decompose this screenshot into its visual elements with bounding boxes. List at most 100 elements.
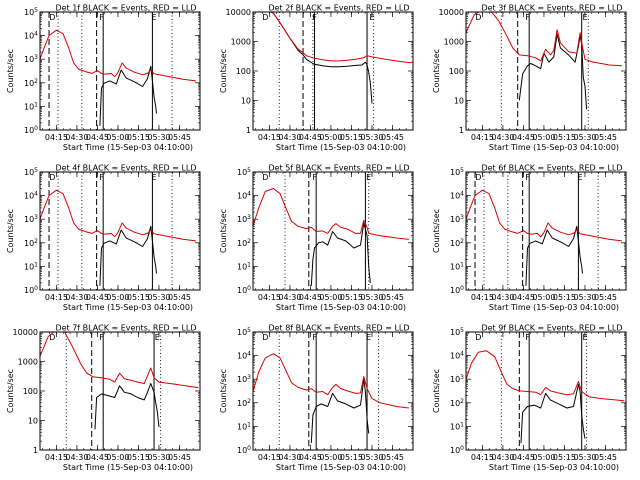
- y-tick-label: 101: [24, 261, 38, 271]
- x-tick-label: 04:30: [65, 293, 88, 302]
- y-tick-label: 100: [23, 387, 38, 396]
- y-tick-label: 102: [24, 78, 38, 88]
- y-axis-label: Counts/sec: [432, 369, 441, 413]
- marker-label: D: [49, 173, 55, 182]
- marker-label: F: [312, 173, 317, 182]
- x-tick-label: 04:15: [45, 133, 68, 142]
- panel-9: Det 9f BLACK = Events, RED = LLD Counts/s…: [432, 324, 627, 472]
- x-tick-label: 05:00: [319, 133, 342, 142]
- y-tick-label: 102: [450, 398, 464, 408]
- x-tick-label: 05:00: [319, 453, 342, 462]
- x-tick-label: 05:15: [340, 293, 363, 302]
- x-tick-label: 04:15: [258, 293, 281, 302]
- y-tick-label: 1: [246, 126, 251, 135]
- y-tick-label: 105: [450, 327, 464, 337]
- y-tick-label: 1000: [444, 38, 464, 47]
- panel-8: Det 8f BLACK = Events, RED = LLD Counts/s…: [219, 324, 414, 472]
- marker-lines: [48, 12, 173, 130]
- lld-series-line: [466, 12, 622, 67]
- events-series-line: [520, 383, 586, 443]
- x-tick-label: 05:30: [573, 293, 596, 302]
- x-tick-label: 05:45: [594, 293, 617, 302]
- x-tick-label: 04:30: [65, 133, 88, 142]
- x-tick-label: 04:15: [471, 293, 494, 302]
- marker-label: E: [152, 173, 157, 182]
- lld-series-line: [253, 353, 409, 409]
- y-tick-label: 10000: [439, 8, 464, 17]
- y-axis-label: Counts/sec: [219, 369, 228, 413]
- x-axis-label: Start Time (15-Sep-03 04:10:00): [63, 303, 193, 312]
- x-tick-label: 05:45: [168, 133, 191, 142]
- marker-lines: [500, 12, 589, 130]
- x-tick-label: 05:30: [360, 293, 383, 302]
- y-tick-label: 102: [237, 238, 251, 248]
- marker-label: F: [525, 13, 530, 22]
- y-tick-label: 103: [24, 54, 38, 64]
- y-tick-label: 104: [237, 191, 251, 201]
- plot-frame: [39, 171, 201, 291]
- y-tick-label: 101: [450, 421, 464, 431]
- marker-label: F: [99, 173, 104, 182]
- marker-lines: [474, 172, 599, 290]
- marker-lines: [278, 332, 379, 450]
- panel-title: Det 2f BLACK = Events, RED = LLD: [268, 4, 409, 13]
- y-tick-label: 102: [237, 398, 251, 408]
- lld-series-line: [253, 188, 409, 240]
- x-tick-label: 04:15: [471, 453, 494, 462]
- marker-lines: [48, 172, 173, 290]
- x-tick-label: 04:45: [86, 453, 109, 462]
- y-axis-label: Counts/sec: [432, 209, 441, 253]
- series-lines: [40, 189, 196, 286]
- y-tick-label: 10: [454, 97, 464, 106]
- marker-label: E: [582, 13, 587, 22]
- y-axis-label: Counts/sec: [219, 49, 228, 93]
- x-tick-label: 04:15: [45, 453, 68, 462]
- x-tick-label: 05:15: [340, 453, 363, 462]
- y-tick-label: 103: [450, 374, 464, 384]
- y-tick-label: 100: [450, 285, 464, 295]
- marker-label: D: [262, 333, 268, 342]
- x-tick-label: 05:45: [168, 293, 191, 302]
- y-tick-label: 105: [24, 7, 38, 17]
- x-tick-label: 04:45: [299, 293, 322, 302]
- panel-title: Det 9f BLACK = Events, RED = LLD: [481, 324, 622, 333]
- events-series-line: [310, 222, 371, 286]
- plot-frame: [252, 331, 414, 451]
- y-tick-label: 1: [33, 446, 38, 455]
- marker-label: F: [312, 333, 317, 342]
- x-tick-label: 05:00: [532, 453, 555, 462]
- x-tick-label: 05:00: [532, 293, 555, 302]
- y-tick-label: 101: [450, 261, 464, 271]
- x-tick-label: 04:45: [86, 133, 109, 142]
- y-tick-label: 101: [237, 421, 251, 431]
- x-tick-label: 05:30: [360, 453, 383, 462]
- y-tick-label: 100: [236, 67, 251, 76]
- y-tick-label: 105: [237, 167, 251, 177]
- x-tick-label: 04:45: [86, 293, 109, 302]
- panel-title: Det 6f BLACK = Events, RED = LLD: [481, 164, 622, 173]
- y-tick-label: 1000: [231, 38, 251, 47]
- x-tick-label: 04:30: [491, 293, 514, 302]
- y-tick-label: 1: [459, 126, 464, 135]
- y-tick-label: 10: [241, 97, 251, 106]
- y-tick-label: 104: [24, 31, 38, 41]
- x-tick-label: 05:00: [106, 133, 129, 142]
- y-tick-label: 104: [237, 351, 251, 361]
- x-axis-label: Start Time (15-Sep-03 04:10:00): [276, 463, 406, 472]
- x-tick-label: 04:15: [471, 133, 494, 142]
- x-axis-label: Start Time (15-Sep-03 04:10:00): [276, 143, 406, 152]
- y-tick-label: 10000: [13, 328, 38, 337]
- y-tick-label: 1000: [18, 358, 38, 367]
- plot-frame: [465, 331, 627, 451]
- series-lines: [40, 29, 196, 126]
- x-tick-label: 04:45: [512, 293, 535, 302]
- x-tick-label: 04:30: [278, 133, 301, 142]
- x-tick-label: 05:15: [127, 133, 150, 142]
- y-tick-label: 100: [237, 285, 251, 295]
- x-tick-label: 05:45: [381, 453, 404, 462]
- panel-title: Det 3f BLACK = Events, RED = LLD: [481, 4, 622, 13]
- y-tick-label: 100: [450, 445, 464, 455]
- panel-title: Det 4f BLACK = Events, RED = LLD: [55, 164, 196, 173]
- x-tick-label: 04:45: [299, 133, 322, 142]
